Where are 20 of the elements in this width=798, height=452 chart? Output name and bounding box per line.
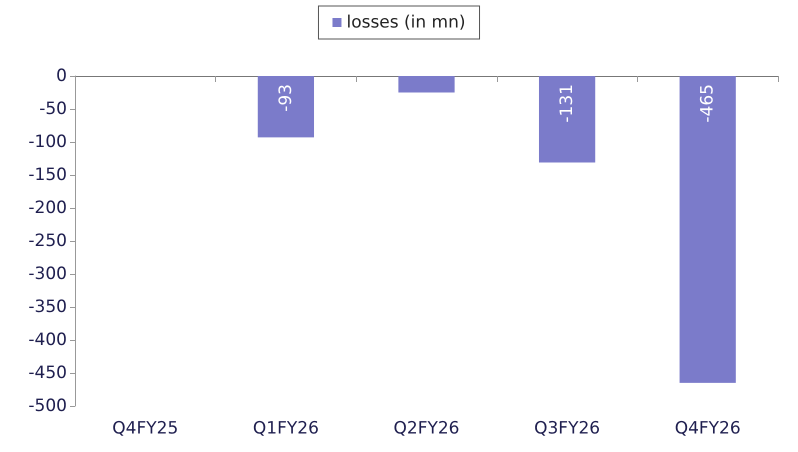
y-tick-label: 0 [56,66,67,86]
x-tick-label: Q3FY26 [534,418,600,438]
y-tick-label: -50 [39,99,67,119]
x-tick-label: Q2FY26 [394,418,460,438]
x-tick-label: Q1FY26 [252,418,319,438]
y-tick-label: -200 [28,198,67,218]
data-label: -131 [557,84,578,123]
y-tick-label: -400 [28,330,67,350]
x-tick-label: Q4FY25 [112,418,178,438]
y-tick-label: -500 [28,396,67,416]
legend-label: losses (in mn) [346,12,466,32]
data-label: -93 [276,84,296,112]
y-tick-label: -300 [28,264,67,284]
x-tick-label: Q4FY26 [674,418,741,438]
y-tick-label: -250 [28,231,67,251]
y-tick-label: -100 [28,132,67,152]
y-tick-label: -450 [28,363,67,383]
data-label: -465 [698,84,718,123]
y-tick-label: -350 [28,297,67,317]
y-tick-label: -150 [28,165,67,185]
